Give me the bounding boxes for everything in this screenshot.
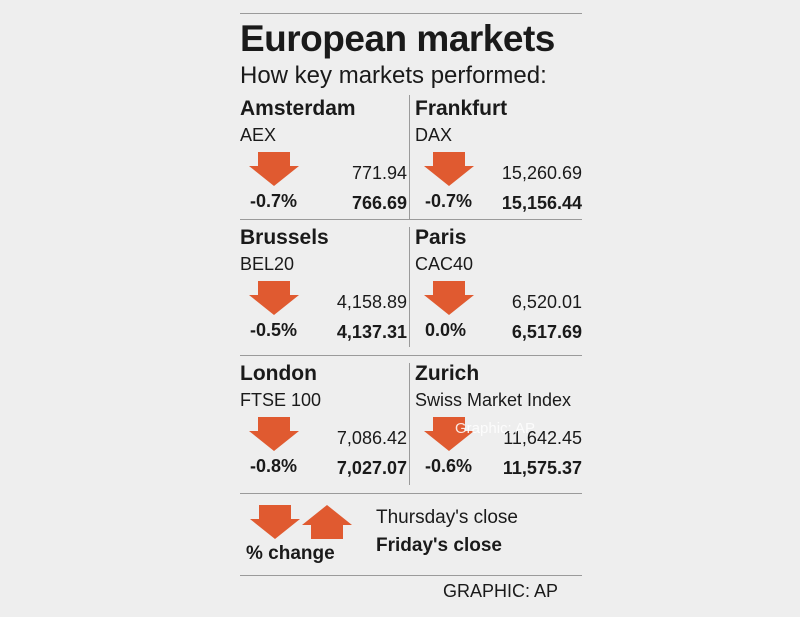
market-city: Paris [415,226,467,249]
down-arrow-icon [424,417,474,451]
market-index: FTSE 100 [240,390,322,410]
friday-close-value: 11,575.37 [502,458,582,478]
percent-change-value: -0.5% [250,320,298,340]
down-arrow-icon [249,281,299,315]
percent-change-value: -0.8% [250,456,298,476]
previous-close-value: 7,086.42 [336,428,407,448]
friday-close-value: 7,027.07 [336,458,407,478]
row-rule [240,219,582,220]
column-divider [409,227,410,347]
market-index: BEL20 [240,254,295,274]
market-index: DAX [415,125,453,145]
market-city: Amsterdam [240,97,356,120]
down-arrow-shape [249,152,299,186]
legend-previous-label: Thursday's close [376,507,518,528]
friday-close-value: 6,517.69 [511,322,582,342]
credit-text: GRAPHIC: AP [443,581,559,601]
down-arrow-icon [424,281,474,315]
column-divider [409,95,410,219]
market-index: Swiss Market Index [415,390,572,410]
column-divider [409,363,410,485]
watermark-text: Graphic: AP [455,420,536,437]
market-index: CAC40 [415,254,474,274]
market-city: London [240,362,317,385]
market-city: Frankfurt [415,97,508,120]
chart-subtitle: How key markets performed: [240,62,547,89]
chart-title: European markets [240,18,555,59]
friday-close-value: 15,156.44 [501,193,582,213]
down-arrow-shape [424,281,474,315]
down-arrow-icon [249,417,299,451]
friday-close-value: 4,137.31 [336,322,407,342]
percent-change-value: 0.0% [425,320,467,340]
legend-change-label: % change [246,543,335,564]
down-arrow-shape [424,417,474,451]
legend-down-arrow-icon [250,505,300,539]
market-city: Brussels [240,226,329,249]
row-rule [240,493,582,494]
percent-change-value: -0.7% [425,191,473,211]
market-city: Zurich [415,362,480,385]
previous-close-value: 6,520.01 [511,292,582,312]
down-arrow-icon [424,152,474,186]
percent-change-value: -0.6% [425,456,473,476]
legend-close-label: Friday's close [376,535,502,556]
previous-close-value: 4,158.89 [336,292,407,312]
previous-close-value: 15,260.69 [501,163,582,183]
previous-close-value: 11,642.45 [503,428,582,448]
down-arrow-icon [249,152,299,186]
down-arrow-shape [424,152,474,186]
previous-close-value: 771.94 [351,163,407,183]
down-arrow-shape [249,281,299,315]
row-rule [240,355,582,356]
legend-up-arrow-icon [302,505,352,539]
percent-change-value: -0.7% [250,191,298,211]
friday-close-value: 766.69 [351,193,407,213]
bottom-rule [240,575,582,576]
down-arrow-shape [249,417,299,451]
top-rule [240,13,582,14]
market-index: AEX [240,125,277,145]
